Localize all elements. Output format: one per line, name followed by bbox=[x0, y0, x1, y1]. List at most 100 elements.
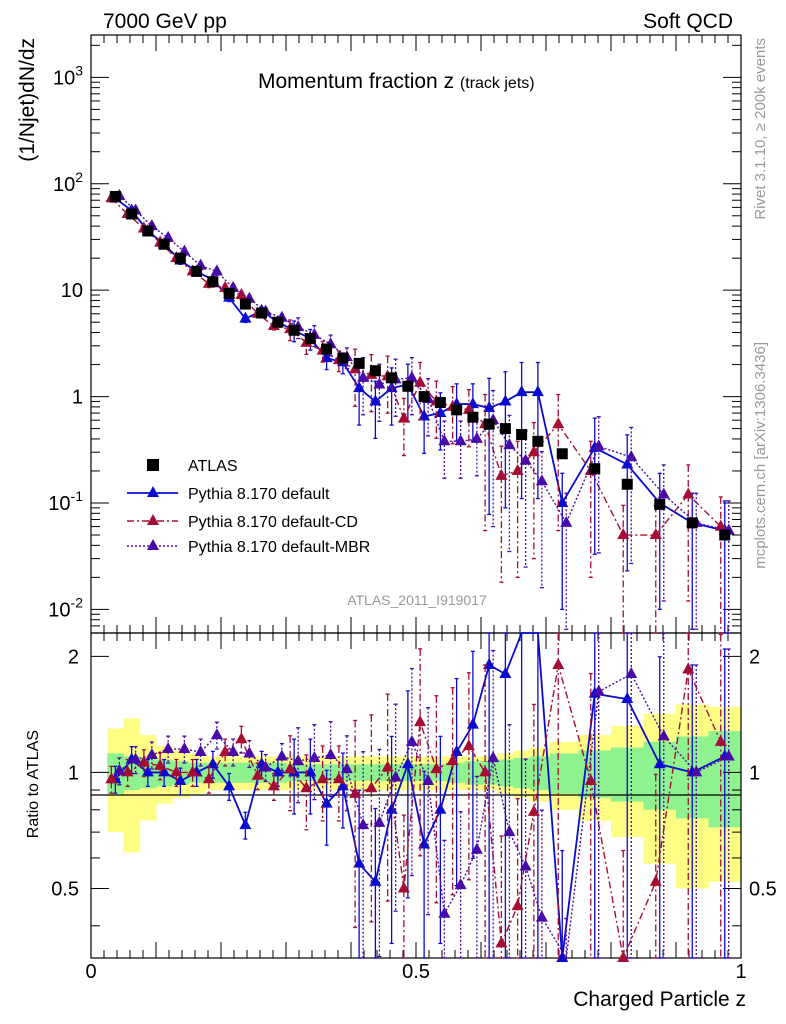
data-point bbox=[219, 744, 232, 756]
data-point bbox=[145, 747, 158, 759]
data-point bbox=[210, 264, 223, 276]
data-point bbox=[304, 333, 316, 345]
data-point bbox=[174, 774, 187, 786]
data-point bbox=[617, 951, 630, 962]
legend-label-mbr: Pythia 8.170 default-MBR bbox=[188, 539, 370, 556]
data-point bbox=[418, 837, 431, 849]
ratio-y-tick-label: 2 bbox=[68, 646, 79, 668]
ratio-y-tick-label-right: 2 bbox=[749, 646, 760, 668]
data-point bbox=[105, 772, 118, 784]
data-point bbox=[450, 744, 463, 756]
data-point bbox=[527, 445, 540, 457]
data-point bbox=[499, 394, 512, 406]
data-point bbox=[158, 238, 170, 250]
data-point bbox=[256, 307, 268, 319]
data-point bbox=[353, 856, 366, 868]
data-point bbox=[414, 375, 427, 387]
header-right: Soft QCD bbox=[643, 10, 733, 33]
main-y-tick-label: 10-1 bbox=[48, 488, 83, 515]
data-point bbox=[621, 478, 633, 490]
data-point bbox=[454, 434, 467, 446]
chart-title-main: Momentum fraction z bbox=[258, 70, 454, 93]
ratio-series-pythia-8-170-default-cd bbox=[105, 632, 727, 962]
data-point bbox=[239, 311, 252, 323]
data-point bbox=[381, 760, 394, 772]
data-point bbox=[109, 190, 121, 202]
data-point bbox=[316, 772, 329, 784]
data-point bbox=[454, 878, 467, 890]
data-point bbox=[414, 715, 427, 727]
ratio-y-label: Ratio to ATLAS bbox=[25, 730, 42, 838]
data-point bbox=[353, 357, 365, 369]
data-point bbox=[446, 754, 459, 766]
data-point bbox=[174, 252, 186, 264]
data-point bbox=[617, 528, 630, 540]
data-point bbox=[170, 765, 183, 777]
data-point bbox=[186, 765, 199, 777]
data-point bbox=[552, 417, 565, 429]
data-point bbox=[649, 528, 662, 540]
data-point bbox=[511, 463, 524, 475]
data-point bbox=[320, 796, 333, 808]
data-point bbox=[495, 936, 508, 948]
data-point bbox=[515, 385, 528, 397]
data-point bbox=[275, 749, 288, 761]
data-point bbox=[654, 498, 666, 510]
series-line bbox=[118, 195, 729, 532]
data-point bbox=[357, 370, 370, 382]
data-point bbox=[272, 316, 284, 328]
data-point bbox=[592, 439, 605, 451]
data-point bbox=[621, 457, 634, 469]
data-point bbox=[369, 365, 381, 377]
data-point bbox=[430, 762, 443, 774]
data-point bbox=[495, 468, 508, 480]
data-point bbox=[357, 818, 370, 830]
data-point bbox=[137, 755, 150, 767]
data-point bbox=[154, 758, 167, 770]
data-point bbox=[389, 770, 402, 782]
data-point bbox=[373, 815, 386, 827]
mcplots-side-text: mcplots.cern.ch [arXiv:1306.3436] bbox=[752, 342, 769, 569]
ratio-y-tick-label: 0.5 bbox=[51, 878, 79, 900]
data-point bbox=[349, 786, 362, 798]
data-point bbox=[365, 781, 378, 793]
main-series-atlas bbox=[109, 190, 731, 541]
data-point bbox=[438, 906, 451, 918]
data-point bbox=[535, 474, 548, 486]
data-point bbox=[113, 763, 126, 775]
x-tick-label: 1 bbox=[735, 961, 746, 983]
chart-title-sub: (track jets) bbox=[460, 75, 535, 92]
data-point bbox=[503, 438, 516, 450]
data-point bbox=[438, 434, 451, 446]
main-y-tick-label: 10 bbox=[61, 280, 83, 302]
data-point bbox=[719, 529, 731, 541]
data-point bbox=[207, 276, 219, 288]
data-point bbox=[653, 757, 666, 769]
ratio-y-tick-label-right: 1 bbox=[749, 762, 760, 784]
data-point bbox=[337, 352, 349, 364]
legend-label-atlas: ATLAS bbox=[188, 458, 238, 475]
band_inner-bin bbox=[351, 764, 368, 782]
data-point bbox=[422, 774, 435, 786]
ratio-series-pythia-8-170-default-mbr bbox=[113, 632, 735, 961]
header-left: 7000 GeV pp bbox=[103, 10, 227, 33]
data-point bbox=[418, 391, 430, 403]
data-point bbox=[592, 684, 605, 696]
data-point bbox=[227, 744, 240, 756]
data-point bbox=[470, 842, 483, 854]
data-point bbox=[690, 765, 703, 777]
legend-marker-atlas bbox=[147, 459, 159, 471]
data-point bbox=[397, 881, 410, 893]
chart-title: Momentum fraction z (track jets) bbox=[258, 70, 535, 93]
legend-marker-default bbox=[147, 486, 159, 497]
band_inner-bin bbox=[550, 753, 579, 794]
main-y-tick-label: 103 bbox=[53, 62, 83, 89]
data-point bbox=[552, 657, 565, 669]
data-point bbox=[714, 734, 727, 746]
data-point bbox=[162, 742, 175, 754]
data-point bbox=[206, 757, 219, 769]
data-point bbox=[519, 453, 532, 465]
data-point bbox=[483, 657, 496, 669]
x-tick-label: 0.5 bbox=[402, 961, 430, 983]
